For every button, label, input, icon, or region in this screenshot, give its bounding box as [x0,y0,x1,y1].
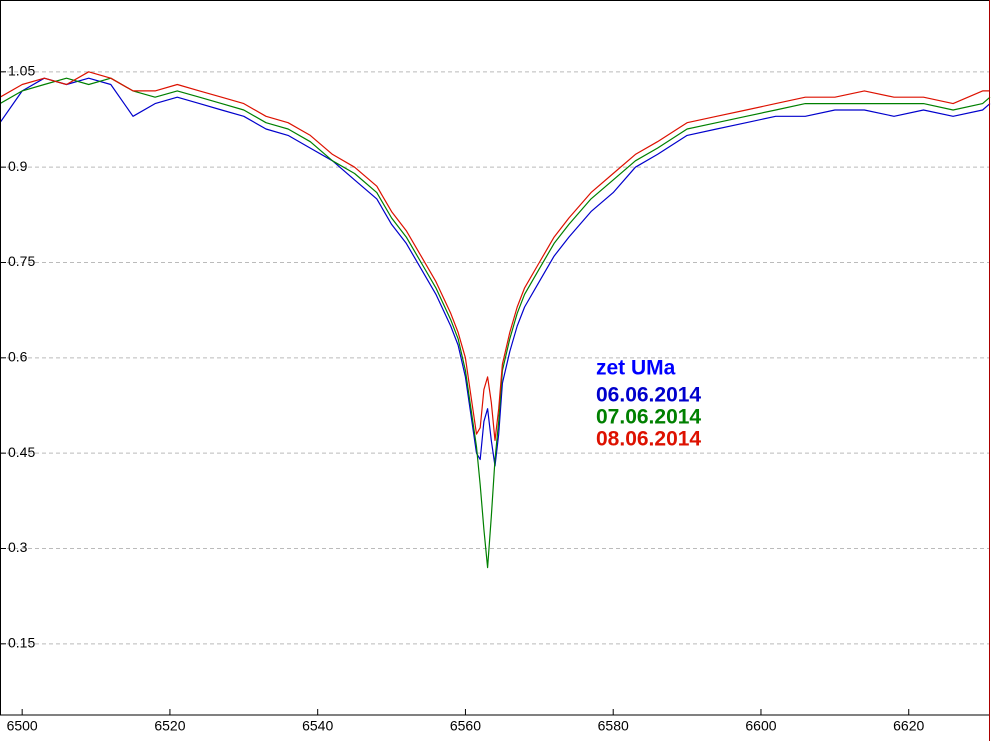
y-tick-label: 0.6 [8,349,28,365]
series-line [0,71,990,441]
y-tick-label: 0.3 [8,539,28,555]
y-tick-label: 0.15 [8,635,35,651]
series-line [0,77,991,569]
x-tick-label: 6600 [745,718,776,734]
y-tick-label: 0.75 [8,253,35,269]
y-tick-label: 0.45 [8,444,35,460]
x-tick-label: 6540 [302,718,333,734]
series-line [0,77,991,467]
chart-title: zet UMa [596,357,676,380]
legend-label: 07.06.2014 [596,406,701,429]
legend-label: 06.06.2014 [596,384,701,407]
x-tick-label: 6520 [154,718,185,734]
x-tick-label: 6560 [450,718,481,734]
x-tick-label: 6580 [598,718,629,734]
y-tick-label: 1.05 [8,63,35,79]
y-tick-label: 0.9 [8,158,28,174]
x-tick-label: 6500 [7,718,38,734]
x-tick-label: 6620 [893,718,924,734]
legend-label: 08.06.2014 [596,428,701,451]
